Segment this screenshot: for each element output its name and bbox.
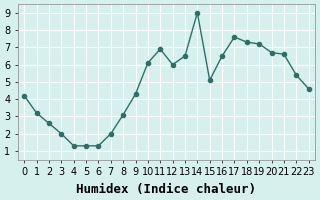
X-axis label: Humidex (Indice chaleur): Humidex (Indice chaleur) xyxy=(76,183,256,196)
